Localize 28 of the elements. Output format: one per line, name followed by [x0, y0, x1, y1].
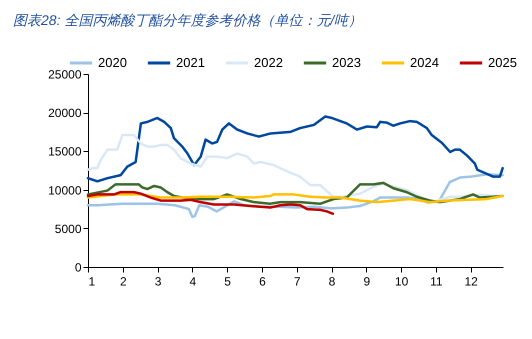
y-tick-label: 0 — [74, 260, 82, 274]
legend-label: 2021 — [176, 55, 205, 70]
legend-label: 2023 — [332, 55, 361, 70]
legend-label: 2025 — [488, 55, 517, 70]
y-tick-label: 10000 — [48, 183, 82, 198]
chart-title: 图表28: 全国丙烯酸丁酯分年度参考价格（单位：元/吨） — [13, 12, 362, 28]
x-tick-label: 12 — [464, 274, 478, 288]
y-tick-label: 20000 — [48, 106, 82, 120]
x-tick-label: 11 — [430, 274, 443, 288]
legend-label: 2024 — [410, 55, 439, 70]
legend-label: 2020 — [98, 55, 127, 70]
x-tick-label: 1 — [88, 274, 96, 288]
x-tick-label: 6 — [259, 274, 266, 288]
line-series — [86, 193, 504, 204]
x-tick-label: 3 — [154, 274, 162, 288]
x-tick-label: 4 — [190, 274, 197, 288]
legend-label: 2022 — [254, 55, 283, 70]
x-tick-label: 8 — [328, 274, 336, 288]
line-series — [86, 190, 334, 215]
x-tick-label: 9 — [363, 274, 370, 288]
x-tick-label: 5 — [224, 274, 232, 288]
x-tick-label: 7 — [294, 274, 301, 288]
y-tick-label: 5000 — [54, 222, 82, 236]
y-tick-label: 25000 — [48, 68, 82, 82]
x-tick-label: 2 — [120, 274, 127, 288]
line-series — [86, 115, 504, 183]
x-tick-label: 10 — [394, 274, 409, 288]
y-tick-label: 15000 — [48, 144, 82, 159]
